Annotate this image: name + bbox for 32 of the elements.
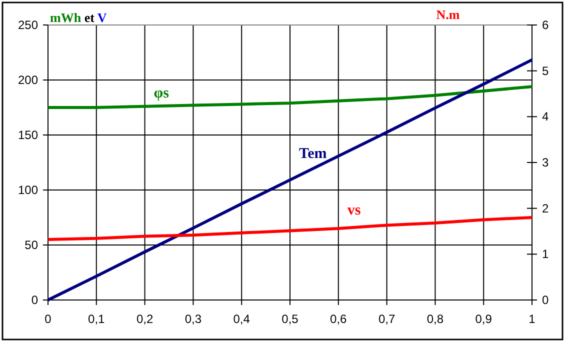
y2-tick-label: 5 [542,64,549,78]
line-series [46,216,534,241]
x-tick-label: 0,8 [426,312,444,326]
y2-tick-label: 6 [542,18,549,32]
series-label: φs [154,85,170,102]
x-tick-label: 0,6 [330,312,348,326]
x-tick-label: 1 [528,312,536,326]
y-tick-label: 50 [24,238,38,252]
x-tick-label: 0,2 [136,312,154,326]
y-tick-label: 150 [18,128,38,142]
x-tick-label: 0,5 [282,312,299,326]
x-tick-label: 0 [44,312,52,326]
y-tick-label: 100 [18,183,38,197]
x-tick-label: 0,4 [233,312,250,326]
y-axis-title: mWh et V [50,10,108,25]
y-tick-label: 0 [31,293,38,307]
y2-axis-title: N.m [436,7,460,22]
x-tick-label: 0,9 [475,312,492,326]
y2-tick-label: 0 [542,293,549,307]
y2-tick-label: 1 [542,247,549,262]
line-series [46,85,534,109]
x-tick-label: 0,7 [378,312,396,326]
y-tick-label: 250 [18,18,38,32]
y2-tick-label: 2 [542,201,549,216]
y2-tick-label: 3 [542,156,549,170]
x-tick-label: 0,1 [88,312,106,326]
y-tick-label: 200 [18,73,38,87]
x-tick-label: 0,3 [184,312,202,326]
line-series [46,58,534,302]
y2-tick-label: 4 [542,110,549,124]
series-label: vs [347,202,361,218]
series-label: Tem [299,146,328,162]
